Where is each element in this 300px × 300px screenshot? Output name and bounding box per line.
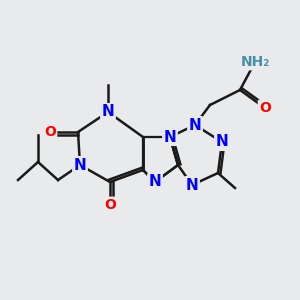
Text: O: O bbox=[259, 101, 271, 115]
Text: NH₂: NH₂ bbox=[240, 55, 270, 69]
Text: N: N bbox=[186, 178, 198, 193]
Text: N: N bbox=[102, 104, 114, 119]
Text: N: N bbox=[74, 158, 86, 172]
Text: N: N bbox=[216, 134, 228, 149]
Text: N: N bbox=[148, 175, 161, 190]
Text: N: N bbox=[164, 130, 176, 145]
Text: O: O bbox=[44, 125, 56, 139]
Text: O: O bbox=[104, 198, 116, 212]
Text: N: N bbox=[189, 118, 201, 133]
